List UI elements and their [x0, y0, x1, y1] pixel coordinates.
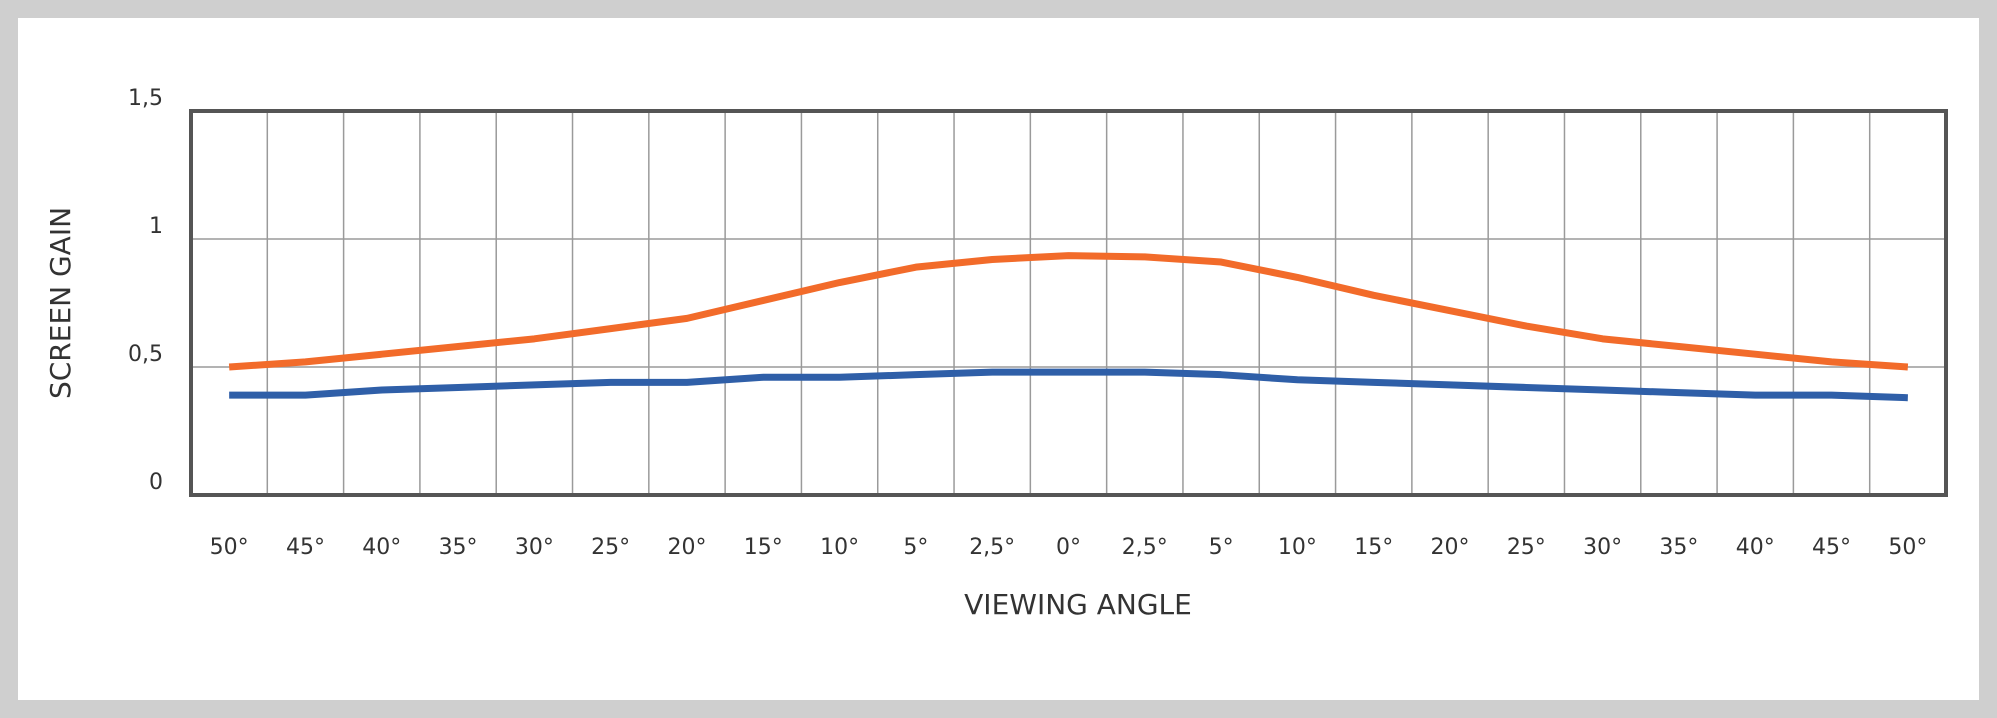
y-tick-label: 0,5	[128, 342, 163, 367]
series-line	[229, 368, 1908, 402]
x-tick-label: 5°	[903, 535, 928, 560]
x-axis-title: VIEWING ANGLE	[964, 588, 1192, 621]
x-tick-label: 20°	[667, 535, 706, 560]
x-tick-label: 5°	[1209, 535, 1234, 560]
x-tick-label: 15°	[744, 535, 783, 560]
x-tick-label: 2,5°	[969, 535, 1015, 560]
y-axis-title: SCREEN GAIN	[44, 207, 77, 399]
y-tick-label: 0	[149, 470, 163, 495]
x-tick-label: 35°	[1659, 535, 1698, 560]
x-tick-label: 2,5°	[1122, 535, 1168, 560]
series-line	[228, 252, 1909, 371]
x-tick-label: 30°	[515, 535, 554, 560]
x-tick-label: 25°	[591, 535, 630, 560]
x-tick-label: 45°	[286, 535, 325, 560]
x-tick-label: 15°	[1354, 535, 1393, 560]
y-tick-label: 1	[149, 214, 163, 239]
x-tick-label: 30°	[1583, 535, 1622, 560]
x-tick-label: 0°	[1056, 535, 1081, 560]
x-tick-label: 10°	[1278, 535, 1317, 560]
x-tick-label: 10°	[820, 535, 859, 560]
x-tick-label: 45°	[1812, 535, 1851, 560]
x-tick-label: 40°	[1736, 535, 1775, 560]
plot-frame	[189, 109, 1948, 497]
x-tick-label: 25°	[1507, 535, 1546, 560]
x-tick-label: 40°	[362, 535, 401, 560]
y-tick-label: 1,5	[128, 86, 163, 111]
x-tick-label: 20°	[1431, 535, 1470, 560]
x-tick-label: 50°	[1888, 535, 1927, 560]
x-tick-label: 50°	[210, 535, 249, 560]
x-tick-label: 35°	[439, 535, 478, 560]
